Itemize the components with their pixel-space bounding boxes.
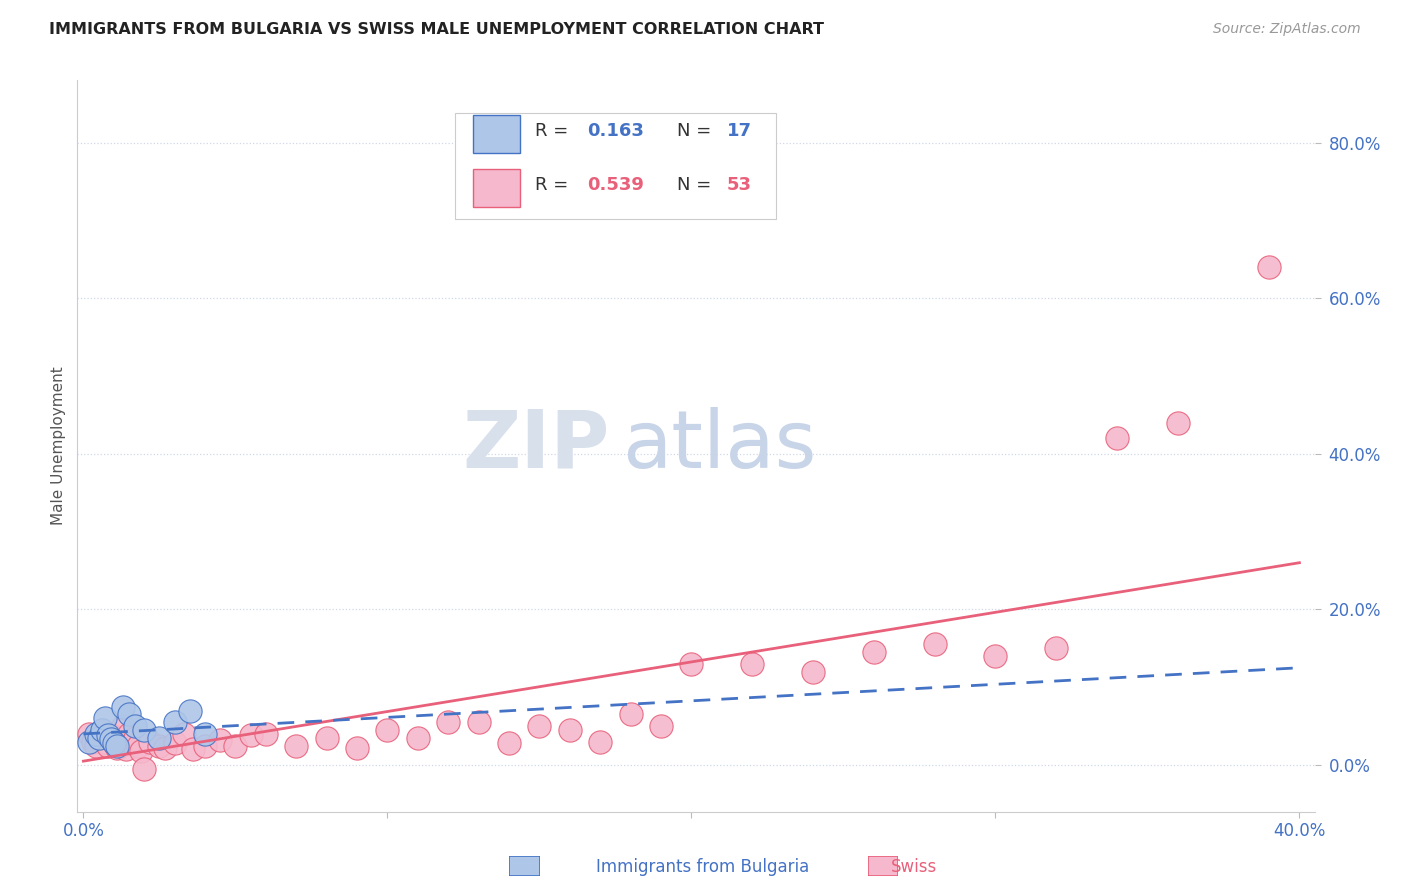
Y-axis label: Male Unemployment: Male Unemployment [51, 367, 66, 525]
Point [134, 723, 156, 737]
Point [100, 729, 122, 743]
Point [84, 727, 107, 741]
Point [437, 715, 460, 730]
Point [82, 734, 104, 748]
Point [254, 727, 277, 741]
Point [108, 731, 131, 745]
Text: Swiss: Swiss [891, 858, 936, 876]
Point [93, 734, 115, 748]
Text: Immigrants from Bulgaria: Immigrants from Bulgaria [596, 858, 810, 876]
Point [239, 729, 262, 743]
FancyBboxPatch shape [454, 113, 776, 219]
Point [79, 727, 101, 741]
Point [589, 734, 612, 748]
Text: N =: N = [678, 176, 717, 194]
Point [209, 733, 232, 747]
Point [100, 732, 122, 747]
Point [1258, 260, 1281, 274]
Point [801, 665, 824, 679]
Point [105, 739, 128, 753]
Point [1045, 641, 1067, 656]
Point [194, 739, 217, 753]
FancyBboxPatch shape [474, 115, 520, 153]
Point [84, 739, 107, 753]
Point [163, 736, 186, 750]
Point [148, 739, 170, 753]
Point [111, 699, 134, 714]
Point [115, 742, 138, 756]
Point [377, 723, 399, 737]
Point [127, 739, 149, 753]
Text: atlas: atlas [621, 407, 815, 485]
Point [741, 657, 763, 671]
Point [124, 731, 146, 745]
Point [467, 715, 489, 730]
Point [498, 736, 520, 750]
Point [529, 719, 551, 733]
Text: R =: R = [536, 176, 574, 194]
Point [90, 723, 112, 737]
Text: R =: R = [536, 122, 574, 140]
Point [87, 731, 110, 745]
Point [121, 736, 143, 750]
Point [173, 727, 195, 741]
Text: IMMIGRANTS FROM BULGARIA VS SWISS MALE UNEMPLOYMENT CORRELATION CHART: IMMIGRANTS FROM BULGARIA VS SWISS MALE U… [49, 22, 824, 37]
Point [224, 739, 246, 753]
Point [97, 739, 120, 753]
Point [163, 715, 186, 730]
Point [79, 734, 101, 748]
Point [118, 707, 141, 722]
Point [148, 731, 170, 745]
Point [103, 736, 125, 750]
Point [118, 727, 141, 741]
Point [681, 657, 703, 671]
Point [129, 744, 152, 758]
Point [97, 729, 120, 743]
Point [179, 704, 201, 718]
Point [346, 740, 368, 755]
Text: Source: ZipAtlas.com: Source: ZipAtlas.com [1213, 22, 1361, 37]
Point [558, 723, 581, 737]
Point [111, 719, 134, 733]
Point [1105, 431, 1128, 445]
FancyBboxPatch shape [474, 169, 520, 207]
Point [87, 731, 110, 745]
Point [155, 740, 177, 755]
Point [862, 645, 884, 659]
Point [124, 719, 146, 733]
Point [103, 736, 125, 750]
Point [90, 723, 112, 737]
Text: N =: N = [678, 122, 717, 140]
Point [194, 727, 217, 741]
Text: 53: 53 [727, 176, 752, 194]
Point [93, 711, 115, 725]
Text: 0.163: 0.163 [588, 122, 644, 140]
Point [924, 637, 946, 651]
Point [620, 707, 643, 722]
Point [984, 649, 1007, 664]
Point [1167, 416, 1189, 430]
Point [181, 742, 204, 756]
Point [406, 731, 429, 745]
Point [285, 739, 308, 753]
Text: ZIP: ZIP [463, 407, 609, 485]
Point [139, 734, 162, 748]
Text: 0.539: 0.539 [588, 176, 644, 194]
Text: 17: 17 [727, 122, 752, 140]
Point [650, 719, 672, 733]
Point [105, 740, 128, 755]
Point [315, 731, 337, 745]
Point [134, 762, 156, 776]
